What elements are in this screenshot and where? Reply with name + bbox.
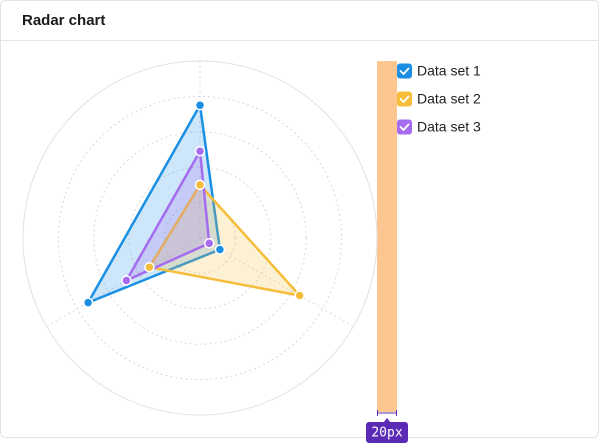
data-point <box>194 146 206 157</box>
legend-checkbox[interactable] <box>397 119 412 135</box>
data-point <box>121 275 132 286</box>
legend-label[interactable]: Data set 3 <box>417 119 481 135</box>
spacing-bracket <box>377 410 397 416</box>
data-point <box>203 238 215 249</box>
series-area <box>148 183 301 297</box>
legend-checkbox[interactable] <box>397 91 412 107</box>
data-point <box>294 290 305 301</box>
spacing-overlay <box>377 61 397 412</box>
data-point <box>194 179 206 191</box>
plot <box>22 60 378 416</box>
grid-ring <box>93 131 307 345</box>
legend-check <box>399 67 410 75</box>
legend: Data set 1 Data set 2 Data set 3 <box>397 63 481 135</box>
data-point <box>144 261 155 273</box>
legend-label[interactable]: Data set 1 <box>417 63 481 79</box>
data-point <box>194 100 206 111</box>
grid-ring <box>128 166 272 310</box>
spacing-badge <box>366 422 408 443</box>
data-point <box>82 297 94 308</box>
spacing-label: 20px <box>371 426 402 441</box>
series-area <box>125 150 211 282</box>
data-point <box>214 244 226 255</box>
legend-check <box>399 123 410 131</box>
grid-ring <box>57 95 343 381</box>
legend-checkbox[interactable] <box>397 63 412 79</box>
chart-title: Radar chart <box>22 12 105 29</box>
legend-label[interactable]: Data set 2 <box>417 91 481 107</box>
legend-check <box>399 95 410 103</box>
badge-pointer <box>383 418 391 423</box>
